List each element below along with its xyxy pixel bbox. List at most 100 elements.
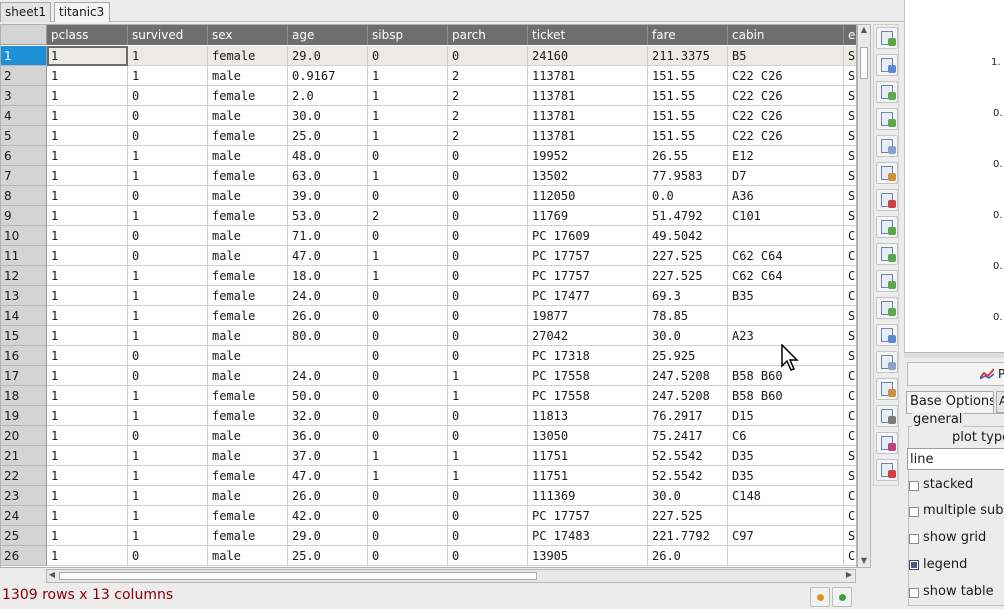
table-cell[interactable]: 53.0 — [288, 206, 368, 226]
table-cell[interactable]: 0 — [368, 306, 448, 326]
table-cell[interactable]: S — [844, 346, 856, 366]
pane-splitter[interactable] — [904, 352, 1004, 358]
table-cell[interactable]: 1 — [128, 526, 208, 546]
table-cell[interactable]: 151.55 — [648, 86, 728, 106]
table-cell[interactable]: 49.5042 — [648, 226, 728, 246]
table-cell[interactable]: 113781 — [528, 106, 648, 126]
table-cell[interactable]: male — [208, 106, 288, 126]
column-header-age[interactable]: age — [288, 25, 368, 45]
table-cell[interactable]: 151.55 — [648, 66, 728, 86]
table-cell[interactable]: male — [208, 226, 288, 246]
table-cell[interactable]: 71.0 — [288, 226, 368, 246]
table-cell[interactable]: 1 — [368, 106, 448, 126]
table-cell[interactable]: 1 — [47, 146, 128, 166]
table-cell[interactable]: 1 — [128, 166, 208, 186]
table-cell[interactable]: 25.925 — [648, 346, 728, 366]
table-cell[interactable]: B58 B60 — [728, 386, 844, 406]
table-cell[interactable]: 2 — [448, 106, 528, 126]
table-cell[interactable]: S — [844, 126, 856, 146]
table-cell[interactable]: 1 — [128, 406, 208, 426]
table-cell[interactable]: 0 — [448, 526, 528, 546]
plot-canvas[interactable]: 1. 0. 0. 0. 0. 0. — [904, 0, 1004, 352]
row-header[interactable]: 25 — [1, 526, 47, 546]
stacked-checkbox[interactable] — [909, 481, 919, 491]
table-cell[interactable]: 0 — [448, 246, 528, 266]
table-cell[interactable]: 1 — [47, 506, 128, 526]
row-header[interactable]: 11 — [1, 246, 47, 266]
table-cell[interactable]: 1 — [448, 366, 528, 386]
table-cell[interactable]: 1 — [128, 46, 208, 66]
row-header[interactable]: 8 — [1, 186, 47, 206]
table-cell[interactable]: 0 — [448, 486, 528, 506]
table-cell[interactable]: 0 — [128, 106, 208, 126]
table-cell[interactable]: female — [208, 86, 288, 106]
table-cell[interactable]: 24.0 — [288, 286, 368, 306]
table-cell[interactable]: C97 — [728, 526, 844, 546]
plot-button[interactable] — [876, 189, 898, 211]
table-cell[interactable]: 0 — [368, 546, 448, 566]
table-cell[interactable]: 227.525 — [648, 506, 728, 526]
row-header[interactable]: 10 — [1, 226, 47, 246]
table-cell[interactable]: 78.85 — [648, 306, 728, 326]
table-cell[interactable]: 2 — [448, 86, 528, 106]
table-cell[interactable]: PC 17757 — [528, 246, 648, 266]
table-cell[interactable]: 0 — [368, 346, 448, 366]
row-header[interactable]: 5 — [1, 126, 47, 146]
table-cell[interactable]: S — [844, 446, 856, 466]
table-cell[interactable]: B35 — [728, 286, 844, 306]
table-cell[interactable]: C — [844, 406, 856, 426]
table-cell[interactable]: 1 — [47, 386, 128, 406]
table-cell[interactable]: 0 — [448, 506, 528, 526]
table-cell[interactable]: 0 — [368, 226, 448, 246]
table-cell[interactable]: 1 — [128, 286, 208, 306]
tab-titanic3[interactable]: titanic3 — [54, 2, 110, 22]
table-cell[interactable]: 1 — [128, 446, 208, 466]
table-cell[interactable]: 19877 — [528, 306, 648, 326]
table-cell[interactable]: 2 — [448, 66, 528, 86]
table-cell[interactable] — [728, 226, 844, 246]
table-cell[interactable]: female — [208, 206, 288, 226]
table-cell[interactable]: male — [208, 366, 288, 386]
table-cell[interactable]: 1 — [47, 246, 128, 266]
table-cell[interactable]: 52.5542 — [648, 446, 728, 466]
table-cell[interactable]: 51.4792 — [648, 206, 728, 226]
table-corner[interactable] — [1, 25, 47, 45]
table-cell[interactable]: 1 — [368, 66, 448, 86]
table-cell[interactable] — [728, 346, 844, 366]
table-cell[interactable]: 1 — [368, 246, 448, 266]
multiple-subplots-checkbox[interactable] — [909, 507, 919, 517]
table-cell[interactable]: D7 — [728, 166, 844, 186]
table-cell[interactable]: 75.2417 — [648, 426, 728, 446]
table-cell[interactable] — [728, 506, 844, 526]
table-cell[interactable]: male — [208, 66, 288, 86]
table-cell[interactable]: female — [208, 466, 288, 486]
table-cell[interactable]: male — [208, 186, 288, 206]
row-header[interactable]: 12 — [1, 266, 47, 286]
table-cell[interactable]: 1 — [47, 346, 128, 366]
table-cell[interactable]: 0 — [128, 426, 208, 446]
table-cell[interactable]: 1 — [128, 306, 208, 326]
column-header-cabin[interactable]: cabin — [728, 25, 844, 45]
table-cell[interactable]: 112050 — [528, 186, 648, 206]
merge-button[interactable] — [876, 243, 898, 265]
table-cell[interactable]: 0 — [448, 146, 528, 166]
table-cell[interactable]: C — [844, 366, 856, 386]
table-cell[interactable]: 0 — [448, 206, 528, 226]
table-cell[interactable]: 48.0 — [288, 146, 368, 166]
table-cell[interactable]: B58 B60 — [728, 366, 844, 386]
table-cell[interactable]: 1 — [47, 166, 128, 186]
table-cell[interactable]: 0 — [128, 366, 208, 386]
table-cell[interactable]: 63.0 — [288, 166, 368, 186]
table-cell[interactable]: 27042 — [528, 326, 648, 346]
table-cell[interactable]: 26.0 — [288, 486, 368, 506]
table-cell[interactable]: 0 — [448, 226, 528, 246]
table-cell[interactable]: 1 — [47, 466, 128, 486]
table-cell[interactable]: 42.0 — [288, 506, 368, 526]
table-cell[interactable]: 0 — [368, 286, 448, 306]
table-cell[interactable]: 0 — [448, 406, 528, 426]
table-cell[interactable]: S — [844, 466, 856, 486]
table-cell[interactable]: S — [844, 186, 856, 206]
table-cell[interactable]: 0 — [448, 186, 528, 206]
table-cell[interactable]: 1 — [47, 106, 128, 126]
row-header[interactable]: 15 — [1, 326, 47, 346]
